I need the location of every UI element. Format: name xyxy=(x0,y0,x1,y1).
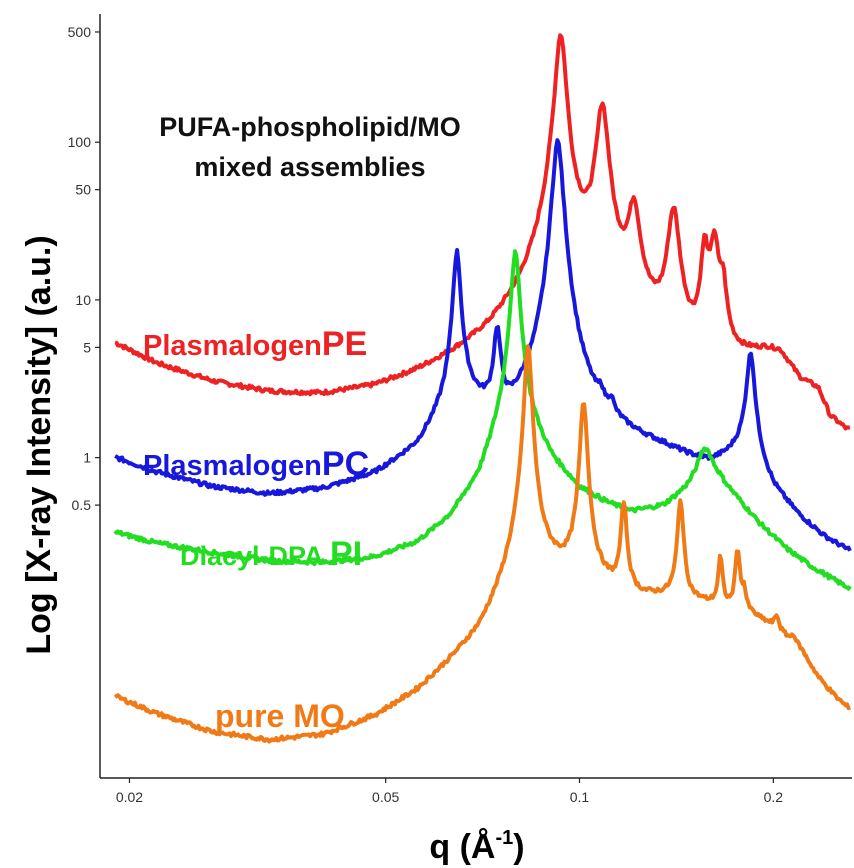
y-tick-label: 0.5 xyxy=(72,497,92,513)
series-label-pe: PlasmalogenPE xyxy=(143,325,367,363)
x-axis-title-main: q (Å xyxy=(429,828,495,866)
y-tick-label: 100 xyxy=(68,134,92,150)
x-axis-title-close: ) xyxy=(513,828,524,866)
series-line-pi xyxy=(113,249,852,591)
series-label-pi-normal: Diacyl-DPA xyxy=(180,541,330,571)
annotation-line-1: PUFA-phospholipid/MO xyxy=(159,112,460,142)
y-tick-label: 5 xyxy=(83,339,91,355)
x-tick-label: 0.1 xyxy=(570,789,590,805)
series-label-mo: pure MO xyxy=(215,698,345,734)
series-label-mo-normal: pure MO xyxy=(215,698,345,734)
series-label-pi: Diacyl-DPA PI xyxy=(180,535,362,573)
y-ticks: 500 100 50 10 5 1 0.5 xyxy=(68,24,100,513)
x-ticks: 0.02 0.05 0.1 0.2 xyxy=(116,778,783,805)
series-line-pc xyxy=(114,138,852,552)
series-label-pc-bold: PC xyxy=(322,445,369,483)
x-axis-title: q (Å-1) xyxy=(429,827,524,866)
x-tick-label: 0.02 xyxy=(116,789,143,805)
y-tick-label: 500 xyxy=(68,24,92,40)
x-tick-label: 0.05 xyxy=(372,789,399,805)
series-label-pc-normal: Plasmalogen xyxy=(143,450,322,482)
axes-layer xyxy=(99,14,852,779)
y-axis-title: Log [X-ray Intensity] (a.u.) xyxy=(20,235,58,654)
series-label-pi-bold: PI xyxy=(330,535,362,573)
x-axis-title-sup: -1 xyxy=(495,827,513,849)
x-tick-label: 0.2 xyxy=(764,789,784,805)
y-tick-label: 10 xyxy=(75,292,91,308)
series-label-pe-normal: Plasmalogen xyxy=(143,330,322,362)
series-label-pe-bold: PE xyxy=(322,325,367,363)
series-label-pc: PlasmalogenPC xyxy=(143,445,369,483)
series-line-mo xyxy=(113,344,852,744)
series-line-pe xyxy=(114,33,851,431)
y-tick-label: 50 xyxy=(75,182,91,198)
curves-layer xyxy=(113,33,852,744)
annotation-line-2: mixed assemblies xyxy=(194,152,425,182)
y-tick-label: 1 xyxy=(83,450,91,466)
